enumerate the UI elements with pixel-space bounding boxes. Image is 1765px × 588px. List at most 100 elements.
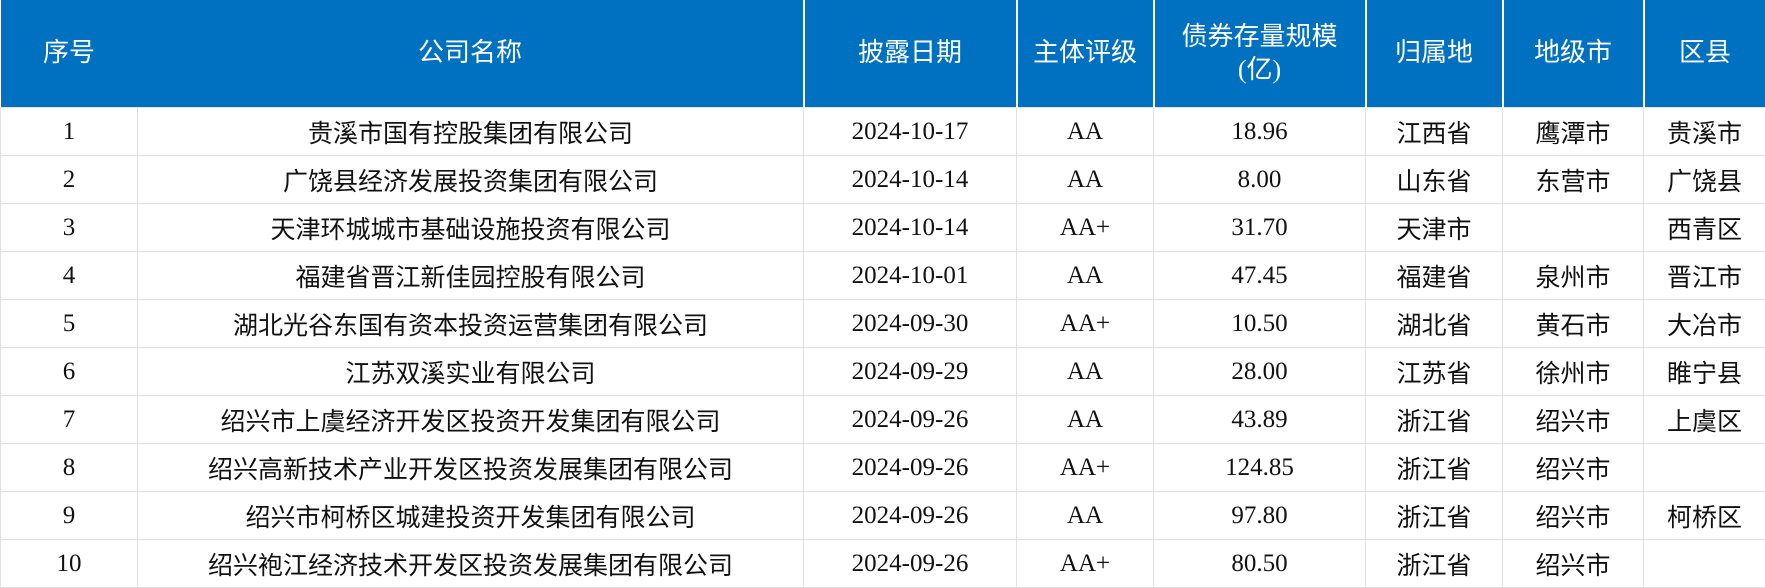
cell-district: 上虞区 <box>1644 396 1765 444</box>
header-bond-scale: 债券存量规模 (亿) <box>1154 0 1366 108</box>
cell-disclosure-date: 2024-10-01 <box>804 252 1017 300</box>
cell-district: 广饶县 <box>1644 156 1765 204</box>
cell-district: 睢宁县 <box>1644 348 1765 396</box>
cell-rating: AA+ <box>1017 444 1154 492</box>
cell-disclosure-date: 2024-10-17 <box>804 108 1017 156</box>
cell-disclosure-date: 2024-09-26 <box>804 492 1017 540</box>
cell-disclosure-date: 2024-09-29 <box>804 348 1017 396</box>
header-province: 归属地 <box>1366 0 1503 108</box>
cell-index: 2 <box>1 156 138 204</box>
cell-city: 黄石市 <box>1503 300 1644 348</box>
cell-rating: AA+ <box>1017 204 1154 252</box>
cell-company-name: 广饶县经济发展投资集团有限公司 <box>138 156 804 204</box>
cell-district <box>1644 540 1765 588</box>
cell-bond-scale: 80.50 <box>1154 540 1366 588</box>
cell-district: 贵溪市 <box>1644 108 1765 156</box>
cell-disclosure-date: 2024-10-14 <box>804 204 1017 252</box>
cell-disclosure-date: 2024-09-26 <box>804 444 1017 492</box>
cell-city: 泉州市 <box>1503 252 1644 300</box>
cell-province: 江苏省 <box>1366 348 1503 396</box>
cell-city: 鹰潭市 <box>1503 108 1644 156</box>
cell-district <box>1644 444 1765 492</box>
cell-province: 山东省 <box>1366 156 1503 204</box>
cell-rating: AA <box>1017 108 1154 156</box>
cell-company-name: 江苏双溪实业有限公司 <box>138 348 804 396</box>
header-rating: 主体评级 <box>1017 0 1154 108</box>
cell-district: 西青区 <box>1644 204 1765 252</box>
cell-province: 天津市 <box>1366 204 1503 252</box>
cell-bond-scale: 124.85 <box>1154 444 1366 492</box>
cell-district: 柯桥区 <box>1644 492 1765 540</box>
cell-city <box>1503 204 1644 252</box>
cell-index: 1 <box>1 108 138 156</box>
cell-city: 绍兴市 <box>1503 444 1644 492</box>
cell-company-name: 绍兴市柯桥区城建投资开发集团有限公司 <box>138 492 804 540</box>
cell-index: 10 <box>1 540 138 588</box>
header-index: 序号 <box>1 0 138 108</box>
cell-index: 5 <box>1 300 138 348</box>
cell-disclosure-date: 2024-09-26 <box>804 540 1017 588</box>
cell-province: 湖北省 <box>1366 300 1503 348</box>
cell-disclosure-date: 2024-09-30 <box>804 300 1017 348</box>
header-row: 序号 公司名称 披露日期 主体评级 债券存量规模 (亿) 归属地 地级市 区县 <box>1 0 1765 108</box>
cell-rating: AA <box>1017 252 1154 300</box>
cell-company-name: 贵溪市国有控股集团有限公司 <box>138 108 804 156</box>
cell-index: 6 <box>1 348 138 396</box>
cell-province: 浙江省 <box>1366 492 1503 540</box>
cell-rating: AA <box>1017 492 1154 540</box>
cell-index: 4 <box>1 252 138 300</box>
header-company-name: 公司名称 <box>138 0 804 108</box>
cell-bond-scale: 97.80 <box>1154 492 1366 540</box>
cell-province: 浙江省 <box>1366 396 1503 444</box>
cell-province: 浙江省 <box>1366 444 1503 492</box>
header-bond-scale-unit: (亿) <box>1238 55 1281 84</box>
cell-bond-scale: 18.96 <box>1154 108 1366 156</box>
cell-district: 晋江市 <box>1644 252 1765 300</box>
cell-district: 大冶市 <box>1644 300 1765 348</box>
cell-province: 福建省 <box>1366 252 1503 300</box>
cell-rating: AA+ <box>1017 300 1154 348</box>
cell-company-name: 湖北光谷东国有资本投资运营集团有限公司 <box>138 300 804 348</box>
cell-rating: AA <box>1017 396 1154 444</box>
cell-bond-scale: 28.00 <box>1154 348 1366 396</box>
cell-index: 8 <box>1 444 138 492</box>
cell-disclosure-date: 2024-09-26 <box>804 396 1017 444</box>
cell-rating: AA <box>1017 156 1154 204</box>
cell-company-name: 绍兴高新技术产业开发区投资发展集团有限公司 <box>138 444 804 492</box>
cell-city: 东营市 <box>1503 156 1644 204</box>
cell-bond-scale: 31.70 <box>1154 204 1366 252</box>
cell-company-name: 天津环城城市基础设施投资有限公司 <box>138 204 804 252</box>
cell-disclosure-date: 2024-10-14 <box>804 156 1017 204</box>
cell-company-name: 绍兴市上虞经济开发区投资开发集团有限公司 <box>138 396 804 444</box>
cell-index: 7 <box>1 396 138 444</box>
cell-index: 3 <box>1 204 138 252</box>
cell-province: 江西省 <box>1366 108 1503 156</box>
header-district: 区县 <box>1644 0 1765 108</box>
header-bond-scale-line1: 债券存量规模 <box>1181 22 1337 51</box>
cell-bond-scale: 47.45 <box>1154 252 1366 300</box>
cell-city: 绍兴市 <box>1503 492 1644 540</box>
header-disclosure-date: 披露日期 <box>804 0 1017 108</box>
cell-province: 浙江省 <box>1366 540 1503 588</box>
cell-city: 徐州市 <box>1503 348 1644 396</box>
cell-bond-scale: 10.50 <box>1154 300 1366 348</box>
header-city: 地级市 <box>1503 0 1644 108</box>
cell-company-name: 绍兴袍江经济技术开发区投资发展集团有限公司 <box>138 540 804 588</box>
cell-index: 9 <box>1 492 138 540</box>
cell-city: 绍兴市 <box>1503 540 1644 588</box>
cell-bond-scale: 43.89 <box>1154 396 1366 444</box>
cell-bond-scale: 8.00 <box>1154 156 1366 204</box>
cell-rating: AA+ <box>1017 540 1154 588</box>
cell-company-name: 福建省晋江新佳园控股有限公司 <box>138 252 804 300</box>
